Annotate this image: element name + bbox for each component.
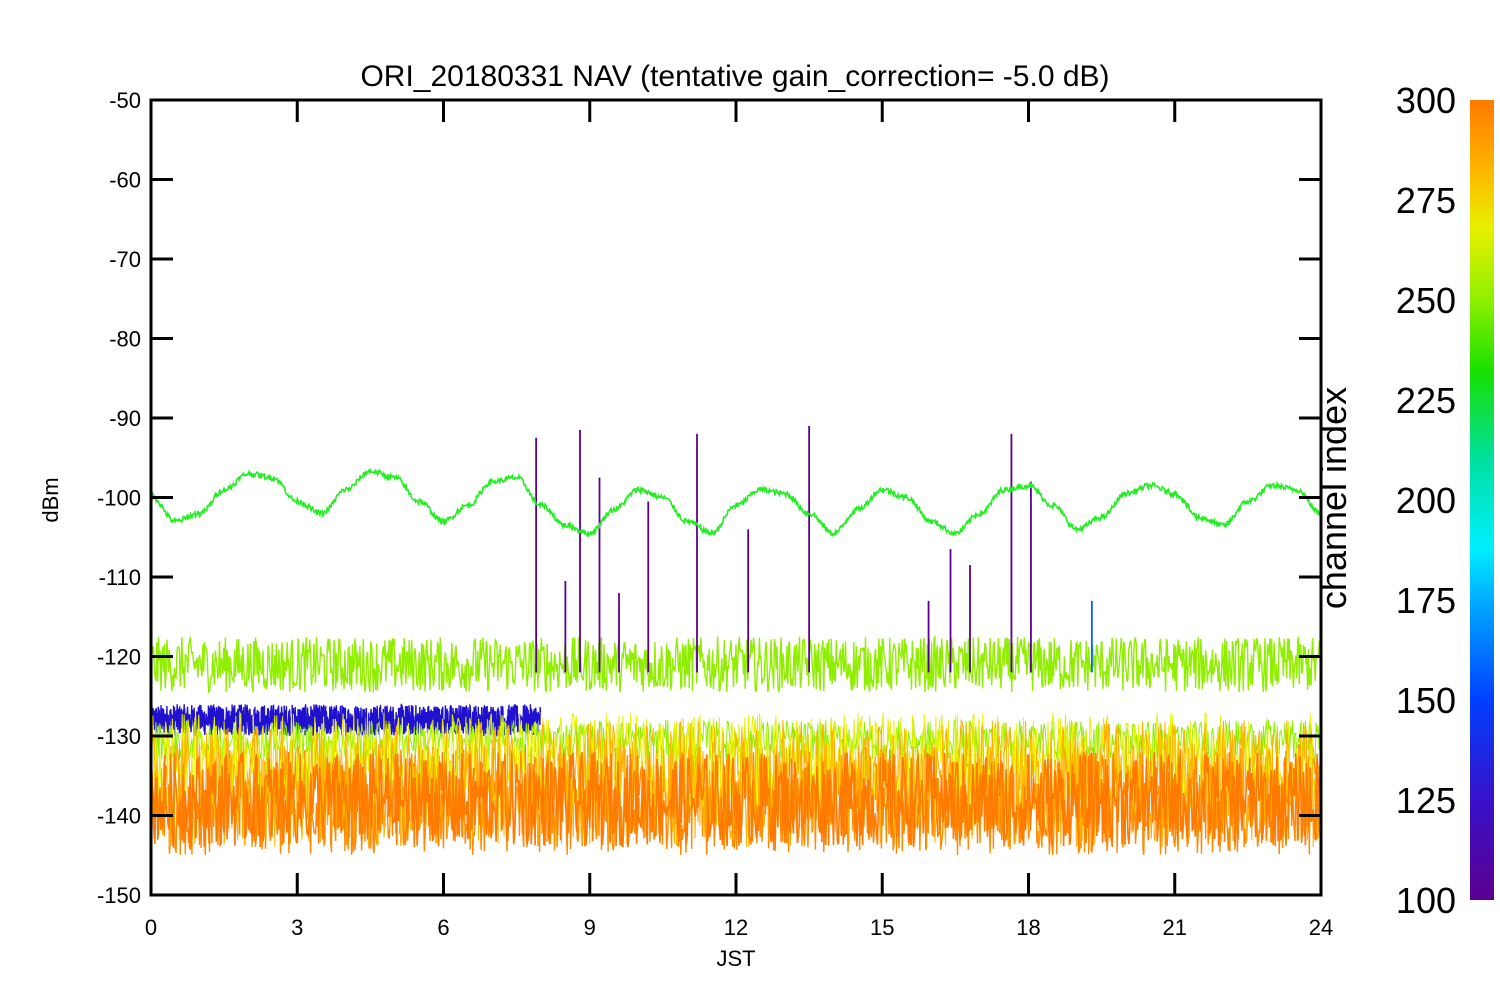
colorbar-label: channel index <box>1313 387 1354 609</box>
x-tick-label: 9 <box>584 915 596 940</box>
series-230 <box>151 467 1321 539</box>
colorbar-tick-label: 175 <box>1396 580 1456 621</box>
x-axis: 0 3 6 9 12 15 18 21 24 <box>145 100 1333 940</box>
chart-title: ORI_20180331 NAV (tentative gain_correct… <box>360 60 1109 93</box>
colorbar-tick-label: 300 <box>1396 80 1456 121</box>
y-tick-label: -110 <box>99 565 141 590</box>
y-tick-label: -150 <box>97 883 141 908</box>
colorbar-tick-label: 275 <box>1396 180 1456 221</box>
x-tick-label: 3 <box>291 915 303 940</box>
colorbar <box>1470 100 1494 900</box>
y-tick-label: -120 <box>97 645 141 670</box>
noise-band-3 <box>151 751 1321 850</box>
noise-band-2 <box>151 718 1321 848</box>
x-tick-label: 21 <box>1163 915 1187 940</box>
series-260 <box>151 634 1321 694</box>
x-tick-label: 6 <box>437 915 449 940</box>
plot-area <box>151 425 1321 856</box>
colorbar-tick-label: 150 <box>1396 680 1456 721</box>
y-tick-label: -60 <box>109 168 141 193</box>
y-axis-label: dBm <box>38 477 63 522</box>
colorbar-ticks: 300 275 250 225 200 175 150 125 100 <box>1396 80 1456 921</box>
colorbar-tick-label: 250 <box>1396 280 1456 321</box>
x-tick-label: 0 <box>145 915 157 940</box>
y-tick-label: -80 <box>109 327 141 352</box>
y-tick-label: -90 <box>109 406 141 431</box>
x-tick-label: 12 <box>724 915 748 940</box>
colorbar-tick-label: 100 <box>1396 880 1456 921</box>
colorbar-tick-label: 125 <box>1396 780 1456 821</box>
x-tick-label: 24 <box>1309 915 1333 940</box>
colorbar-tick-label: 225 <box>1396 380 1456 421</box>
y-axis: -50 -60 -70 -80 -90 -100 -110 -120 -130 -140 -150 <box>97 88 1321 908</box>
y-tick-label: -50 <box>109 88 141 113</box>
y-tick-label: -140 <box>97 804 141 829</box>
y-tick-label: -70 <box>109 247 141 272</box>
y-tick-label: -130 <box>97 724 141 749</box>
colorbar-tick-label: 200 <box>1396 480 1456 521</box>
x-axis-label: JST <box>716 946 755 971</box>
x-tick-label: 15 <box>870 915 894 940</box>
y-tick-label: -100 <box>97 486 141 511</box>
x-tick-label: 18 <box>1016 915 1040 940</box>
